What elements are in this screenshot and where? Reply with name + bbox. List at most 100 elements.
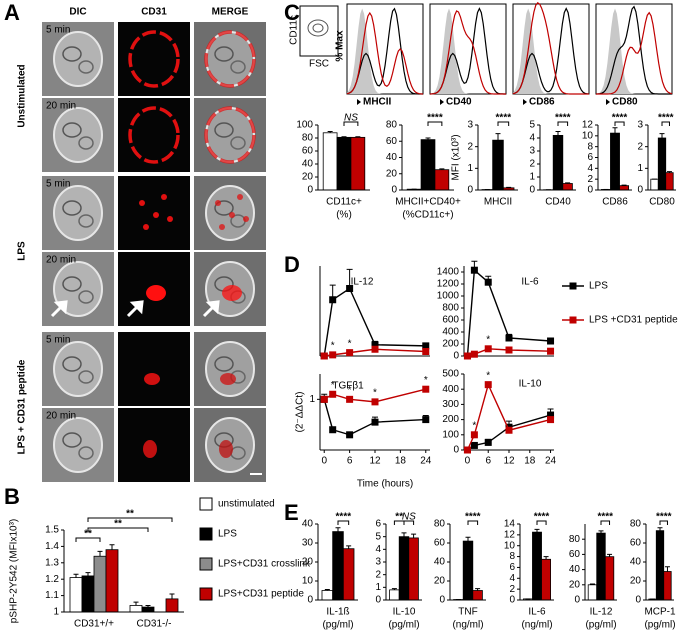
column-header: MERGE	[212, 7, 249, 18]
point	[346, 285, 354, 292]
histogram-isotype	[513, 8, 589, 94]
bar	[336, 136, 352, 191]
legend-swatch	[199, 557, 213, 571]
y-tick-label: 80	[434, 519, 446, 530]
point	[470, 431, 478, 439]
x-axis-label: TNF	[458, 607, 477, 618]
y-tick-label: 80	[386, 120, 398, 131]
significance-label: *	[472, 420, 476, 431]
significance-bracket	[600, 520, 611, 525]
significance-bracket	[343, 121, 359, 126]
y-tick-label: 1	[529, 172, 535, 183]
x-tick-label: CD31-/-	[136, 619, 171, 630]
chart-title: TGFβ1	[332, 381, 364, 392]
significance-label: *	[348, 338, 352, 349]
y-tick-label: 2	[467, 141, 473, 152]
y-tick-label: 1400	[437, 267, 460, 278]
x-axis-label: CD86	[602, 197, 628, 208]
cd31-signal	[229, 212, 235, 218]
significance-label: **	[395, 512, 403, 523]
y-tick-label: 400	[442, 384, 459, 395]
significance-label: *	[348, 385, 352, 396]
point	[484, 438, 492, 446]
significance-label: *	[486, 370, 490, 381]
y-tick-label: 2	[509, 584, 515, 595]
point	[505, 334, 513, 342]
cell-texture	[62, 200, 82, 216]
gate-box	[299, 5, 339, 57]
point	[346, 349, 354, 357]
legend-label: LPS +CD31 peptide	[589, 315, 678, 326]
point	[470, 441, 478, 449]
significance-label: *	[331, 341, 335, 352]
y-tick-label: 5	[529, 120, 535, 131]
panel-label: D	[284, 252, 300, 277]
chart-title: IL-6	[521, 277, 539, 288]
panel-label: C	[284, 0, 300, 25]
significance-bracket	[75, 537, 101, 542]
cell-texture	[78, 446, 94, 460]
point	[329, 390, 337, 398]
legend-label: LPS	[218, 529, 237, 540]
error-bar	[555, 131, 561, 136]
cd31-signal	[143, 224, 149, 230]
significance-bracket	[403, 520, 415, 525]
error-bar	[543, 556, 549, 560]
bar	[587, 584, 598, 601]
y-tick-label: 200	[442, 339, 459, 350]
gate-axis-label: FSC	[309, 59, 329, 70]
error-bar	[439, 168, 445, 170]
cell-texture	[62, 46, 82, 62]
y-tick-label: 500	[442, 369, 459, 380]
bar	[562, 183, 573, 191]
y-tick-label: 0	[637, 185, 643, 196]
x-axis-label: (pg/ml)	[585, 620, 616, 631]
axis-arrow	[357, 99, 361, 105]
group-label: LPS	[17, 241, 28, 261]
cd31-signal	[128, 30, 180, 88]
cd31-signal	[146, 285, 166, 301]
legend-label: LPS	[589, 281, 608, 292]
y-tick-label: 0	[509, 595, 515, 606]
significance-label: ****	[555, 113, 571, 124]
y-tick-label: 300	[442, 399, 459, 410]
error-bar	[475, 588, 481, 591]
y-tick-label: 60	[386, 136, 398, 147]
legend-swatch	[199, 587, 213, 601]
legend-swatch	[569, 316, 577, 324]
y-tick-label: 60	[569, 549, 581, 560]
x-axis-label: (pg/ml)	[644, 620, 675, 631]
x-tick-label: 24	[420, 456, 432, 467]
y-tick-label: 2	[529, 159, 535, 170]
error-bar	[169, 593, 175, 599]
histogram-marker: CD40	[446, 97, 472, 108]
group-label: LPS + CD31 peptide	[17, 359, 28, 454]
bar	[650, 178, 659, 191]
y-tick-label: 4	[375, 544, 381, 555]
y-tick-label: 1.2	[45, 574, 59, 585]
legend-swatch	[199, 527, 213, 541]
point	[463, 446, 471, 454]
y-tick-label: 20	[434, 576, 446, 587]
y-tick-label: 1	[53, 607, 59, 618]
bar	[532, 531, 542, 601]
cd31-signal	[237, 194, 243, 200]
point	[320, 395, 328, 403]
point	[329, 426, 337, 434]
y-tick-label: 0	[453, 351, 459, 362]
y-tick-label: 1.3	[45, 557, 59, 568]
cd31-signal	[219, 224, 225, 230]
series-line	[466, 382, 551, 451]
y-tick-label: 200	[442, 414, 459, 425]
x-axis-label: IL-12	[590, 607, 613, 618]
significance-label: **	[114, 519, 122, 530]
y-tick-label: 80	[302, 133, 314, 144]
arrow	[50, 300, 68, 318]
y-tick-label: 10	[582, 130, 594, 141]
x-axis-label: (%CD11c+)	[402, 210, 453, 221]
significance-label: ****	[656, 512, 672, 523]
y-tick-label: 60	[302, 146, 314, 157]
bar	[619, 185, 629, 191]
y-tick-label: 40	[302, 159, 314, 170]
